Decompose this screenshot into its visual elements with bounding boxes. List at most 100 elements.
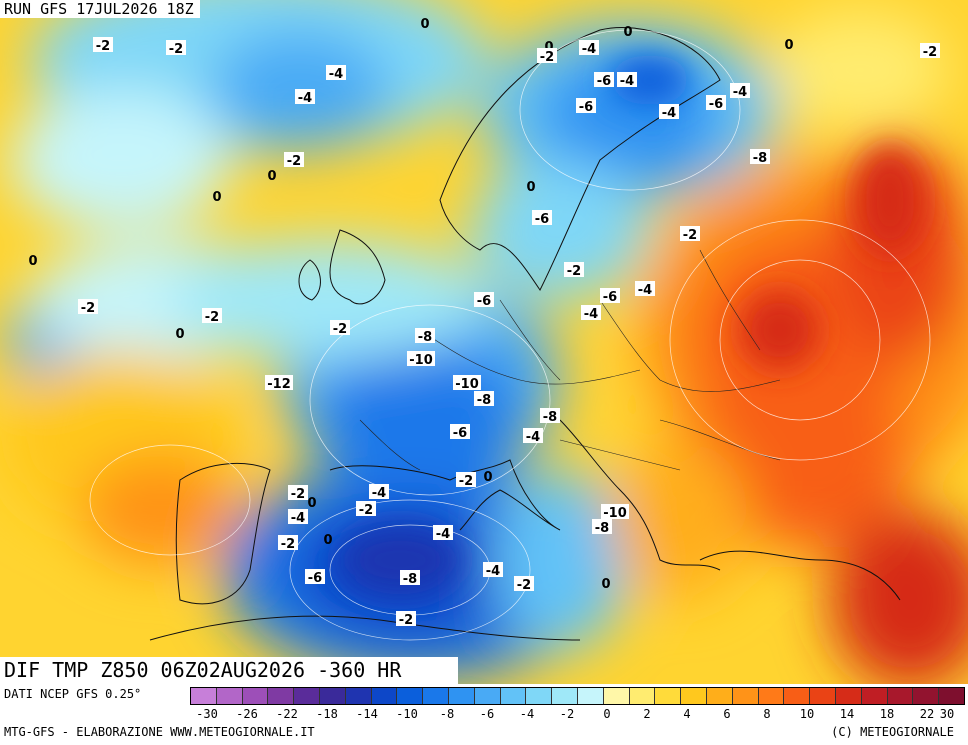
svg-text:-4: -4 — [329, 67, 343, 82]
contour-value-labels: 0-2 -2-4-4-200000-2-20-2-20-2-4-6-4-6-4-6… — [28, 17, 940, 628]
color-scale-tick: 6 — [723, 707, 731, 721]
svg-text:-8: -8 — [753, 151, 767, 166]
color-scale-tick: -26 — [236, 707, 258, 721]
color-scale-tick: -8 — [439, 707, 455, 721]
color-scale-swatch — [397, 688, 424, 704]
color-scale-tick: 2 — [643, 707, 651, 721]
contour-value-label: -4 — [579, 40, 599, 57]
map-title: DIF TMP Z850 06Z02AUG2026 -360 HR — [0, 657, 458, 684]
contour-value-label: 0 — [267, 169, 276, 184]
contour-value-label: 0 — [623, 25, 632, 40]
color-scale-tick: -22 — [276, 707, 298, 721]
svg-text:-2: -2 — [459, 474, 473, 489]
color-scale-tick: 30 — [939, 707, 955, 721]
contour-value-label: -2 — [278, 535, 298, 552]
color-scale-tick: 0 — [603, 707, 611, 721]
contour-value-label: -8 — [592, 519, 612, 536]
color-scale-swatch — [319, 688, 346, 704]
color-scale-swatch — [629, 688, 656, 704]
color-scale-tick: -14 — [356, 707, 378, 721]
contour-value-label: -6 — [305, 569, 325, 586]
svg-text:-8: -8 — [418, 330, 432, 345]
svg-text:0: 0 — [28, 254, 37, 269]
svg-text:-4: -4 — [733, 85, 747, 100]
color-scale-swatch — [784, 688, 811, 704]
contour-value-label: -6 — [450, 424, 470, 441]
svg-text:-2: -2 — [683, 228, 697, 243]
svg-text:0: 0 — [784, 38, 793, 53]
contour-value-label: -4 — [523, 428, 543, 445]
contour-value-label: -4 — [581, 305, 601, 322]
svg-text:-4: -4 — [436, 527, 450, 542]
contour-value-label: -4 — [635, 281, 655, 298]
color-scale-tick: -6 — [479, 707, 495, 721]
svg-text:0: 0 — [307, 496, 316, 511]
svg-text:-8: -8 — [543, 410, 557, 425]
contour-value-label: -2 — [202, 308, 222, 325]
footer: DATI NCEP GFS 0.25° -30 -26 -22 -18 -14 -10 -8… — [0, 684, 968, 745]
svg-text:-4: -4 — [620, 74, 634, 89]
svg-text:-2: -2 — [567, 264, 581, 279]
svg-text:-6: -6 — [709, 97, 723, 112]
svg-text:-10: -10 — [409, 353, 433, 368]
contour-value-label: -4 — [433, 525, 453, 542]
contour-value-label: -4 — [326, 65, 346, 82]
credit-text: MTG-GFS - ELABORAZIONE WWW.METEOGIORNALE… — [4, 725, 315, 739]
svg-text:-4: -4 — [486, 564, 500, 579]
color-scale-tick: 4 — [683, 707, 691, 721]
svg-text:-6: -6 — [477, 294, 491, 309]
color-scale-swatch — [474, 688, 501, 704]
color-scale-swatch — [861, 688, 888, 704]
svg-text:-2: -2 — [399, 613, 413, 628]
svg-text:-2: -2 — [169, 42, 183, 57]
svg-text:-8: -8 — [595, 521, 609, 536]
svg-text:-4: -4 — [298, 91, 312, 106]
color-scale-swatch — [835, 688, 862, 704]
contour-value-label: 0 — [483, 470, 492, 485]
contour-value-label: -4 — [369, 484, 389, 501]
svg-text:-6: -6 — [603, 290, 617, 305]
color-scale-swatch — [371, 688, 398, 704]
svg-text:-2: -2 — [517, 578, 531, 593]
contour-value-label: -8 — [415, 328, 435, 345]
svg-text:0: 0 — [526, 180, 535, 195]
color-scale-swatch — [526, 688, 553, 704]
contour-value-label: 0 — [28, 254, 37, 269]
color-scale-swatch — [758, 688, 785, 704]
contour-value-label: -2 — [288, 485, 308, 502]
color-scale-tick: 10 — [799, 707, 815, 721]
color-scale-tick: -4 — [519, 707, 535, 721]
color-scale-swatch — [655, 688, 682, 704]
contour-value-label: -2 — [396, 611, 416, 628]
svg-text:0: 0 — [323, 533, 332, 548]
contour-value-label: -2 — [564, 262, 584, 279]
contour-value-label: 0 — [784, 38, 793, 53]
svg-text:-4: -4 — [582, 42, 596, 57]
svg-text:-6: -6 — [535, 212, 549, 227]
contour-value-label: -8 — [474, 391, 494, 408]
contour-value-label: -4 — [483, 562, 503, 579]
color-scale-swatch — [216, 688, 243, 704]
svg-text:-4: -4 — [584, 307, 598, 322]
svg-text:-2: -2 — [923, 45, 937, 60]
color-scale-swatch — [345, 688, 372, 704]
svg-text:-2: -2 — [205, 310, 219, 325]
color-scale-tick: 18 — [879, 707, 895, 721]
color-scale-swatch — [913, 688, 940, 704]
contour-value-label: -6 — [532, 210, 552, 227]
svg-text:-6: -6 — [579, 100, 593, 115]
contour-value-label: 0 — [323, 533, 332, 548]
contour-value-label: -10 — [407, 351, 435, 368]
color-scale-swatch — [603, 688, 630, 704]
contour-value-label: -8 — [400, 570, 420, 587]
run-label: RUN GFS 17JUL2026 18Z — [0, 0, 200, 18]
color-scale-tick: -18 — [316, 707, 338, 721]
color-scale-tick: -2 — [559, 707, 575, 721]
contour-value-label: -2 — [166, 40, 186, 57]
contour-value-label: -12 — [265, 375, 293, 392]
contour-value-label: -6 — [706, 95, 726, 112]
svg-text:0: 0 — [544, 40, 553, 55]
contour-value-label: -10 — [453, 375, 481, 392]
svg-text:-4: -4 — [662, 106, 676, 121]
color-scale-swatch — [268, 688, 295, 704]
